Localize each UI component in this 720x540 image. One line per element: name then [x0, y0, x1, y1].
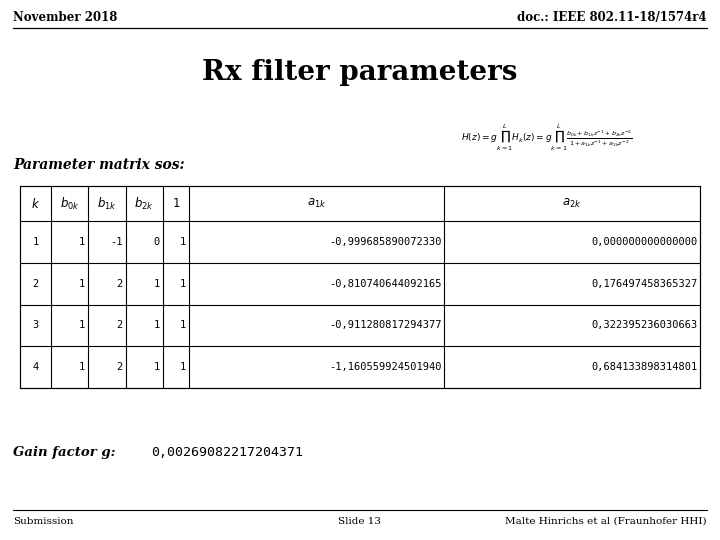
Text: 1: 1: [32, 237, 39, 247]
Text: $b_{0k}$: $b_{0k}$: [60, 196, 79, 212]
Bar: [20, 186, 700, 388]
Text: November 2018: November 2018: [13, 11, 117, 24]
Text: 1: 1: [79, 279, 85, 289]
Text: Rx filter parameters: Rx filter parameters: [202, 59, 518, 86]
Text: 1: 1: [179, 279, 186, 289]
Text: Gain factor g:: Gain factor g:: [13, 446, 115, 459]
Text: 1: 1: [179, 237, 186, 247]
Text: Submission: Submission: [13, 517, 73, 525]
Text: 2: 2: [117, 320, 122, 330]
Text: 0,00269082217204371: 0,00269082217204371: [151, 446, 303, 459]
Text: Slide 13: Slide 13: [338, 517, 382, 525]
Text: $a_{2k}$: $a_{2k}$: [562, 197, 582, 211]
Text: $b_{1k}$: $b_{1k}$: [97, 196, 117, 212]
Text: 1: 1: [154, 279, 160, 289]
Text: 0,000000000000000: 0,000000000000000: [591, 237, 698, 247]
Text: -1,160559924501940: -1,160559924501940: [330, 362, 442, 372]
Text: Parameter matrix sos:: Parameter matrix sos:: [13, 158, 184, 172]
Text: -0,911280817294377: -0,911280817294377: [330, 320, 442, 330]
Text: $H(z) = g\prod_{k=1}^{L} H_k(z) = g\prod_{k=1}^{L} \frac{b_{0k} + b_{1k}z^{-1} +: $H(z) = g\prod_{k=1}^{L} H_k(z) = g\prod…: [462, 123, 633, 153]
Text: 1: 1: [79, 362, 85, 372]
Text: 1: 1: [154, 320, 160, 330]
Text: doc.: IEEE 802.11-18/1574r4: doc.: IEEE 802.11-18/1574r4: [518, 11, 707, 24]
Text: 4: 4: [32, 362, 39, 372]
Text: 0,684133898314801: 0,684133898314801: [591, 362, 698, 372]
Text: -0,999685890072330: -0,999685890072330: [330, 237, 442, 247]
Text: 2: 2: [32, 279, 39, 289]
Text: -1: -1: [110, 237, 122, 247]
Text: 3: 3: [32, 320, 39, 330]
Text: $1$: $1$: [171, 197, 180, 211]
Text: 1: 1: [179, 320, 186, 330]
Text: 1: 1: [179, 362, 186, 372]
Text: 1: 1: [79, 320, 85, 330]
Text: 1: 1: [79, 237, 85, 247]
Text: $k$: $k$: [31, 197, 40, 211]
Text: 0,322395236030663: 0,322395236030663: [591, 320, 698, 330]
Text: $b_{2k}$: $b_{2k}$: [135, 196, 154, 212]
Text: 0: 0: [154, 237, 160, 247]
Text: 2: 2: [117, 362, 122, 372]
Text: 0,176497458365327: 0,176497458365327: [591, 279, 698, 289]
Text: 2: 2: [117, 279, 122, 289]
Text: -0,810740644092165: -0,810740644092165: [330, 279, 442, 289]
Text: Malte Hinrichs et al (Fraunhofer HHI): Malte Hinrichs et al (Fraunhofer HHI): [505, 517, 707, 525]
Text: 1: 1: [154, 362, 160, 372]
Text: $a_{1k}$: $a_{1k}$: [307, 197, 326, 211]
